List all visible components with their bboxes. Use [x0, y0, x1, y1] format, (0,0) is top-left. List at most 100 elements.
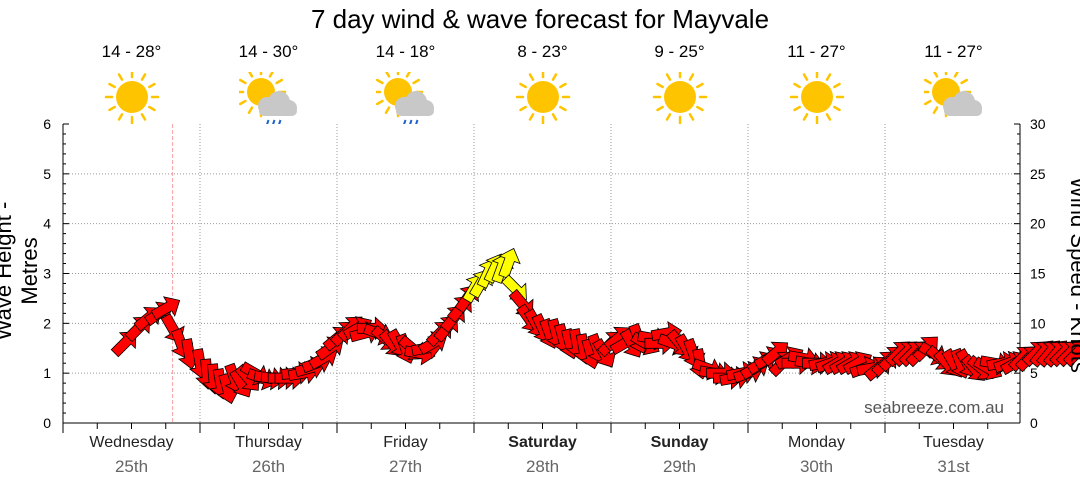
sun-ray	[140, 73, 146, 81]
sun-ray	[238, 99, 247, 106]
sun-ray	[923, 78, 932, 85]
cloud-base	[943, 106, 982, 116]
sun-ray	[825, 73, 831, 81]
day-date-label: 26th	[251, 457, 286, 476]
sun-ray	[247, 106, 253, 115]
sun-ray	[695, 82, 704, 89]
sun-ray	[551, 113, 557, 121]
sun-ray	[558, 82, 567, 89]
y-tick-label-right: 15	[1030, 266, 1046, 282]
sun-ray	[932, 72, 938, 78]
sun-ray	[384, 106, 390, 115]
temperature-range: 8 - 23°	[517, 42, 568, 61]
temperature-range: 11 - 27°	[924, 42, 983, 61]
sun-ray	[268, 72, 274, 78]
sun-ray	[695, 105, 704, 112]
day-name-label: Sunday	[650, 434, 709, 451]
sun-ray	[247, 72, 253, 78]
day-name-label: Thursday	[235, 434, 302, 451]
day-date-label: 25th	[114, 457, 149, 476]
sun-disc	[526, 81, 559, 113]
sun-cloud-rain-icon	[375, 72, 434, 127]
sun-ray	[274, 78, 283, 85]
sun-icon	[789, 72, 844, 125]
sun-disc	[663, 81, 696, 113]
sun-ray	[665, 113, 671, 121]
y-tick-label-left: 1	[43, 365, 51, 381]
temperature-range: 14 - 28°	[101, 42, 162, 61]
sun-ray	[665, 73, 671, 81]
cloud-base	[258, 106, 297, 116]
y-axis-label-right: Wind Speed - Knots	[1066, 177, 1080, 373]
sun-ray	[147, 82, 156, 89]
y-tick-label-right: 5	[1030, 365, 1038, 381]
sun-ray	[528, 73, 534, 81]
sun-ray	[802, 113, 808, 121]
day-date-label: 29th	[662, 457, 697, 476]
day-date-label: 30th	[799, 457, 834, 476]
cloud-shape	[942, 91, 982, 116]
cloud-shape	[257, 91, 297, 116]
y-tick-label-left: 2	[43, 315, 51, 331]
sun-ray	[792, 82, 801, 89]
y-tick-label-left: 4	[43, 216, 51, 232]
temperature-range: 9 - 25°	[654, 42, 705, 61]
sun-ray	[405, 72, 411, 78]
day-name-label: Friday	[383, 434, 428, 451]
y-tick-label-right: 20	[1030, 216, 1046, 232]
sun-ray	[558, 105, 567, 112]
sun-ray	[518, 105, 527, 112]
day-date-label: 28th	[525, 457, 560, 476]
day-name-label: Wednesday	[89, 434, 174, 451]
sun-icon	[652, 72, 707, 125]
sun-disc	[115, 81, 148, 113]
sun-ray	[802, 73, 808, 81]
y-tick-label-right: 25	[1030, 166, 1046, 182]
day-name-label: Monday	[788, 434, 845, 451]
y-axis-label-left: Wave Height - Metres	[0, 202, 42, 341]
y-tick-label-right: 0	[1030, 415, 1038, 431]
temperature-range: 11 - 27°	[787, 42, 846, 61]
y-tick-label-right: 10	[1030, 315, 1046, 331]
wind-arrow	[1062, 341, 1080, 368]
sun-icon	[104, 72, 159, 125]
day-date-label: 27th	[388, 457, 423, 476]
sun-ray	[959, 78, 968, 85]
sun-ray	[655, 105, 664, 112]
sun-ray	[832, 82, 841, 89]
day-name-label: Saturday	[508, 434, 577, 451]
sun-ray	[688, 73, 694, 81]
wind-arrow	[760, 341, 789, 367]
y-tick-label-left: 5	[43, 166, 51, 182]
sun-ray	[932, 106, 938, 115]
sun-cloud-icon	[923, 72, 982, 118]
y-tick-label-right: 30	[1030, 116, 1046, 132]
sun-icon	[515, 72, 570, 125]
sun-disc	[800, 81, 833, 113]
sun-ray	[518, 82, 527, 89]
sun-ray	[384, 72, 390, 78]
y-tick-label-left: 3	[43, 266, 51, 282]
sun-ray	[147, 105, 156, 112]
day-date-label: 31st	[937, 457, 970, 476]
y-tick-label-left: 0	[43, 415, 51, 431]
sun-ray	[117, 113, 123, 121]
sun-ray	[117, 73, 123, 81]
sun-ray	[953, 72, 959, 78]
sun-ray	[528, 113, 534, 121]
sun-ray	[923, 99, 932, 106]
day-name-label: Tuesday	[923, 434, 984, 451]
y-tick-label-left: 6	[43, 116, 51, 132]
sun-ray	[688, 113, 694, 121]
sun-ray	[825, 113, 831, 121]
watermark: seabreeze.com.au	[864, 398, 1004, 417]
cloud-base	[395, 106, 434, 116]
sun-ray	[832, 105, 841, 112]
page-title: 7 day wind & wave forecast for Mayvale	[310, 4, 770, 34]
sun-ray	[107, 105, 116, 112]
sun-cloud-rain-icon	[238, 72, 297, 127]
temperature-range: 14 - 30°	[238, 42, 299, 61]
cloud-shape	[394, 91, 434, 116]
sun-ray	[792, 105, 801, 112]
sun-ray	[411, 78, 420, 85]
